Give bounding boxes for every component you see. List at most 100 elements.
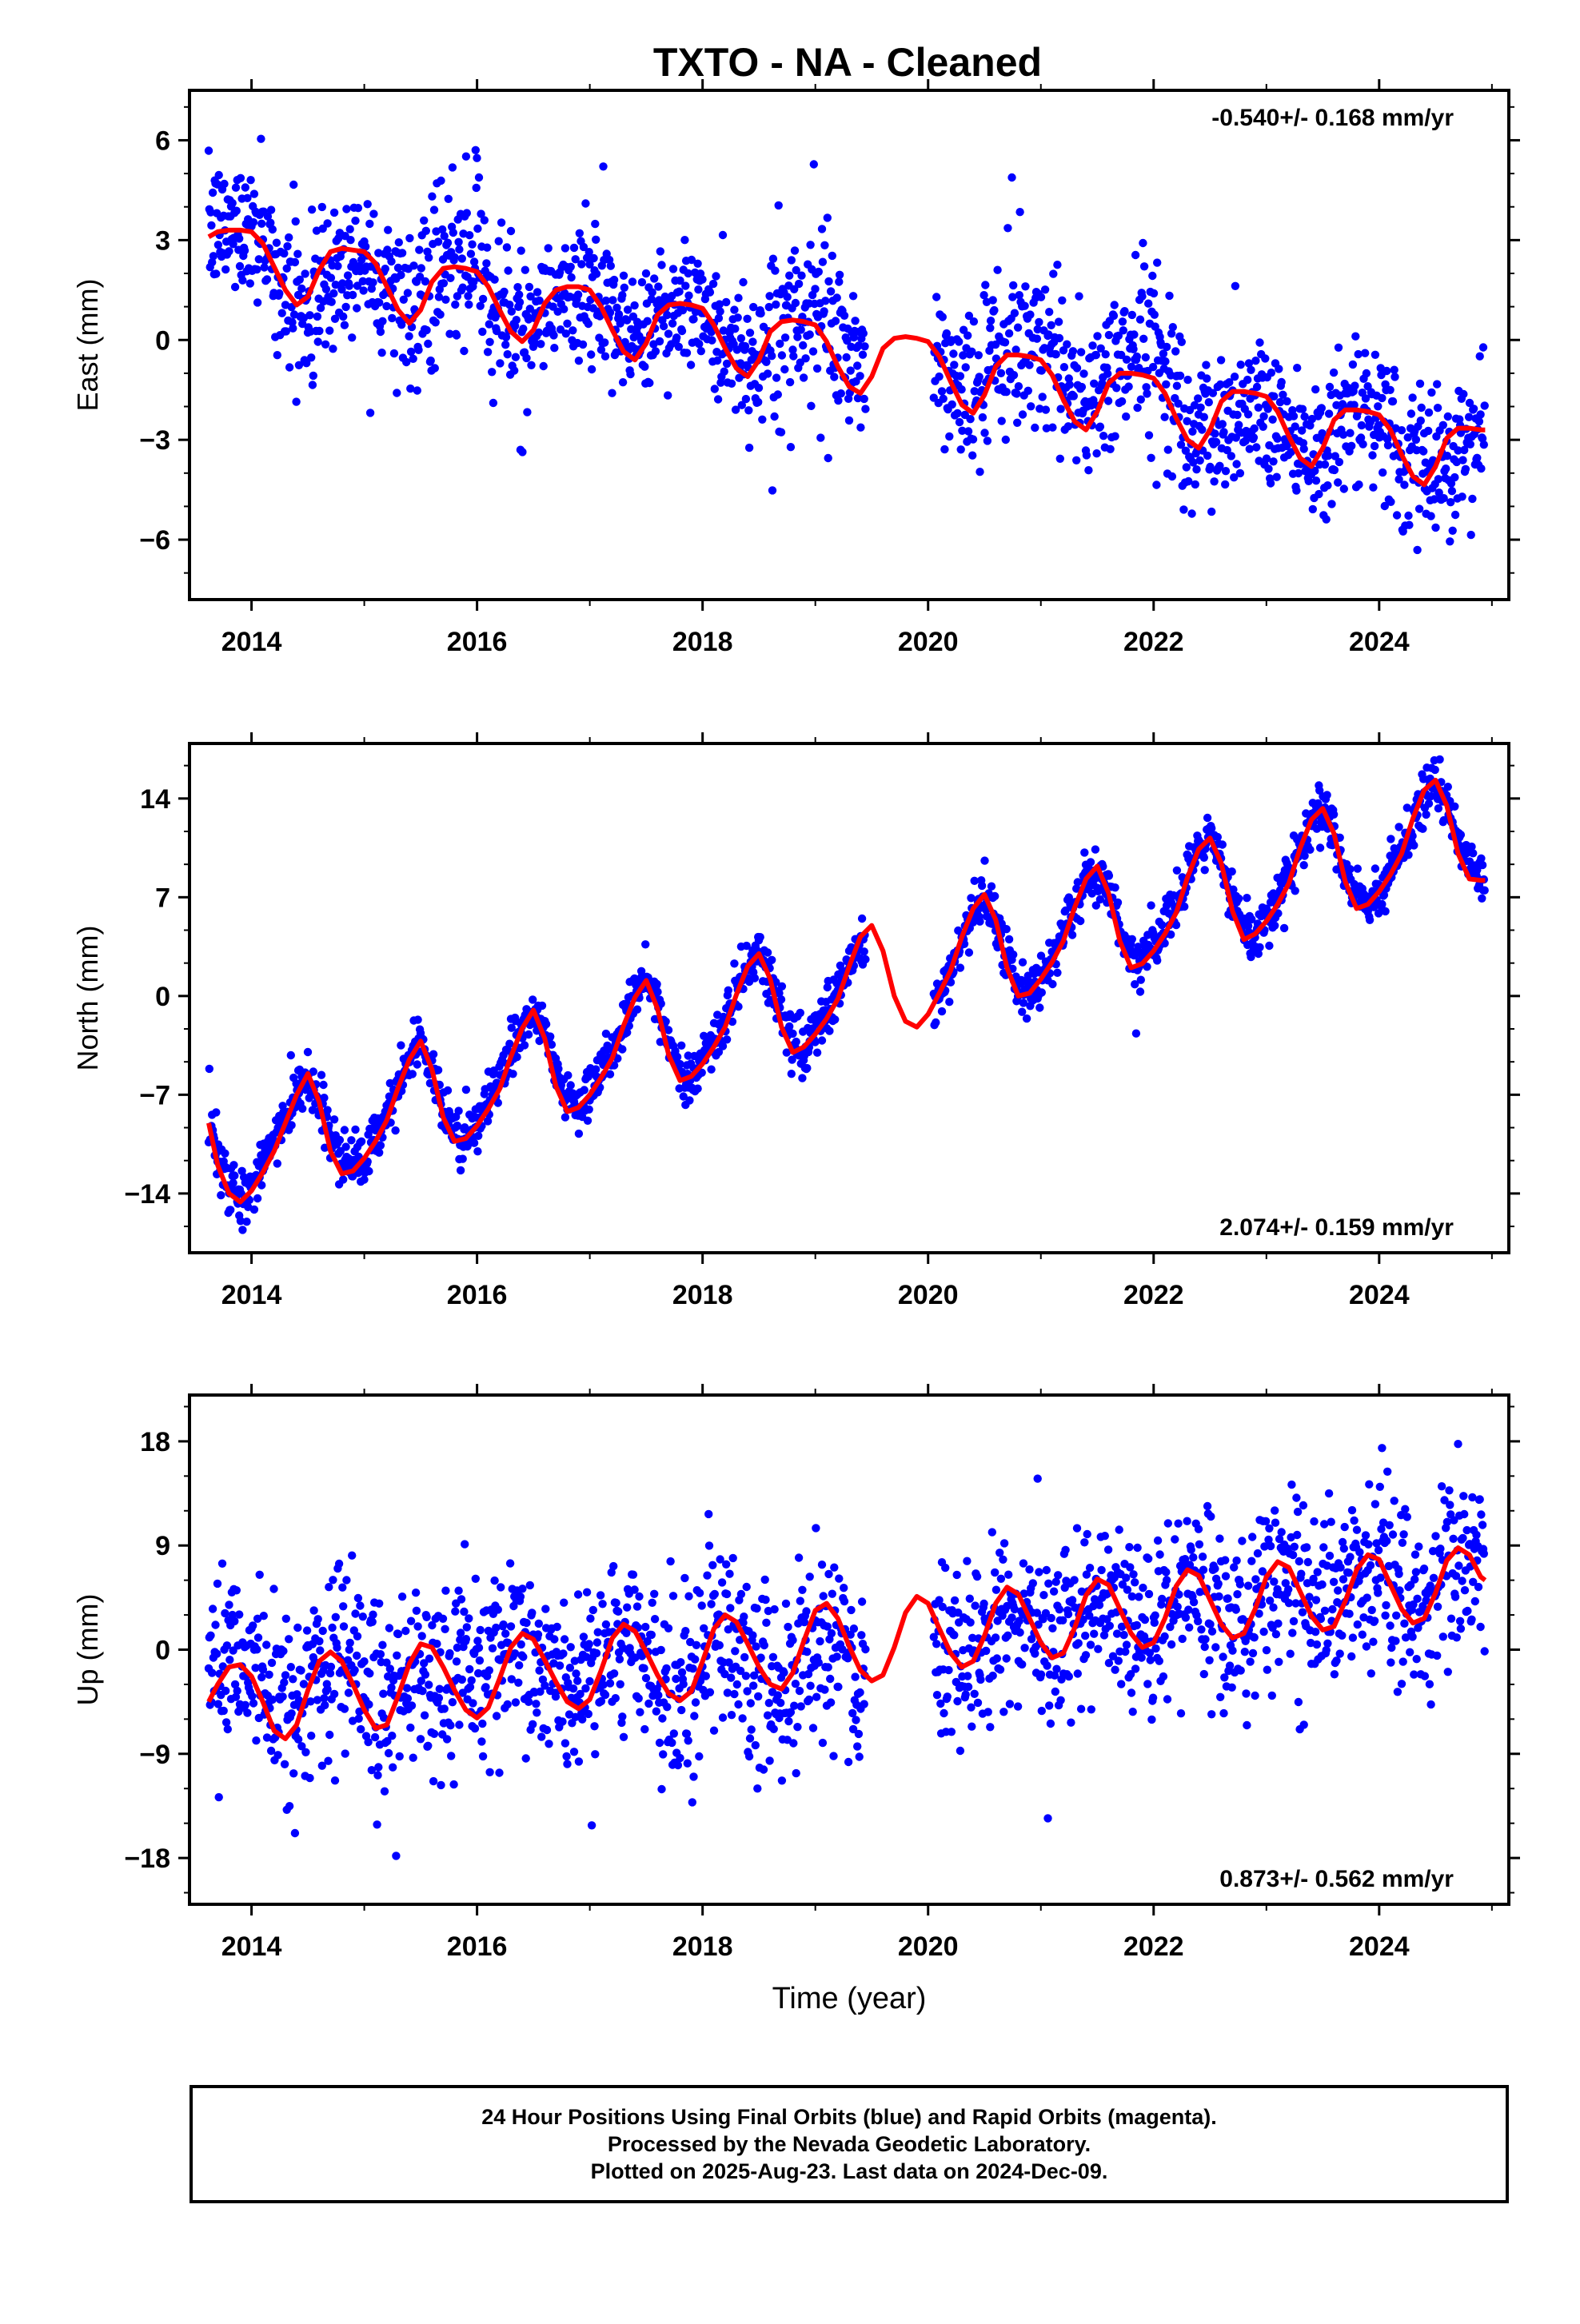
obs-point <box>812 1693 820 1701</box>
obs-point <box>226 1206 234 1214</box>
obs-point <box>1210 477 1218 485</box>
obs-point <box>534 1630 542 1638</box>
obs-point <box>392 1852 400 1860</box>
obs-point <box>852 1716 860 1724</box>
obs-point <box>1323 481 1331 489</box>
obs-point <box>1149 363 1157 371</box>
obs-point <box>1137 976 1145 984</box>
obs-point <box>589 254 597 262</box>
obs-point <box>237 174 245 182</box>
obs-point <box>322 285 330 293</box>
obs-point <box>664 1624 672 1632</box>
obs-point <box>262 1640 270 1648</box>
obs-point <box>765 1699 773 1707</box>
obs-point <box>365 1167 373 1175</box>
obs-point <box>788 1030 796 1038</box>
obs-point <box>761 1576 769 1584</box>
obs-point <box>205 146 213 154</box>
obs-point <box>816 1637 824 1645</box>
obs-point <box>1462 465 1470 473</box>
obs-point <box>820 241 828 249</box>
obs-point <box>719 231 727 239</box>
obs-point <box>664 391 672 399</box>
obs-point <box>338 1584 346 1592</box>
obs-point <box>703 1572 711 1580</box>
obs-point <box>246 279 254 287</box>
obs-point <box>1043 1566 1051 1574</box>
obs-point <box>329 345 337 353</box>
obs-point <box>490 1577 498 1585</box>
obs-point <box>932 1018 940 1026</box>
obs-point <box>561 244 569 252</box>
obs-point <box>1039 393 1047 401</box>
obs-point <box>797 1702 805 1710</box>
obs-point <box>1119 326 1127 334</box>
obs-point <box>353 1632 361 1640</box>
obs-point <box>825 1026 833 1034</box>
obs-point <box>425 253 433 261</box>
obs-point <box>542 1020 550 1028</box>
obs-point <box>1161 357 1169 365</box>
obs-point <box>688 1664 696 1672</box>
obs-point <box>348 1552 356 1560</box>
obs-point <box>573 1676 581 1684</box>
east-x-tick-label: 2016 <box>447 627 508 657</box>
obs-point <box>835 1574 843 1582</box>
obs-point <box>801 354 809 362</box>
obs-point <box>618 291 626 299</box>
obs-point <box>309 1606 317 1614</box>
obs-point <box>289 1769 297 1777</box>
obs-point <box>648 1631 656 1639</box>
obs-point <box>1019 410 1027 418</box>
obs-point <box>837 389 845 397</box>
obs-point <box>840 1584 848 1592</box>
obs-point <box>1007 1613 1015 1621</box>
obs-point <box>504 266 512 274</box>
obs-point <box>512 1698 520 1706</box>
obs-point <box>1111 433 1119 440</box>
obs-point <box>1151 311 1159 319</box>
obs-point <box>354 204 362 212</box>
obs-point <box>476 1656 484 1664</box>
obs-point <box>434 237 442 245</box>
obs-point <box>730 1690 738 1698</box>
obs-point <box>619 378 627 386</box>
obs-point <box>727 1674 735 1682</box>
obs-point <box>429 1050 437 1058</box>
up-observations <box>205 1440 1489 1860</box>
obs-point <box>1273 435 1281 443</box>
obs-point <box>592 1649 600 1657</box>
obs-point <box>642 269 650 277</box>
obs-point <box>1123 356 1131 364</box>
obs-point <box>354 1594 362 1602</box>
obs-point <box>465 301 473 309</box>
obs-point <box>615 310 623 318</box>
obs-point <box>1005 329 1013 337</box>
obs-point <box>1068 931 1076 939</box>
obs-point <box>752 1642 760 1650</box>
obs-point <box>1444 413 1452 421</box>
obs-point <box>413 386 421 394</box>
obs-point <box>1236 469 1244 477</box>
obs-point <box>964 332 972 340</box>
obs-point <box>618 1045 626 1053</box>
obs-point <box>554 1065 562 1073</box>
obs-point <box>981 281 989 289</box>
obs-point <box>465 231 473 239</box>
obs-point <box>353 304 361 312</box>
obs-point <box>829 1752 837 1760</box>
obs-point <box>1044 1580 1052 1588</box>
obs-point <box>860 395 868 403</box>
obs-point <box>1311 385 1319 393</box>
obs-point <box>677 1042 685 1050</box>
obs-point <box>1228 867 1236 875</box>
obs-point <box>1163 343 1171 351</box>
obs-point <box>856 1752 864 1760</box>
obs-point <box>280 1678 288 1686</box>
obs-point <box>1064 1610 1072 1618</box>
obs-point <box>329 1576 337 1584</box>
obs-point <box>339 313 347 321</box>
obs-point <box>748 337 756 345</box>
obs-point <box>319 1627 327 1635</box>
